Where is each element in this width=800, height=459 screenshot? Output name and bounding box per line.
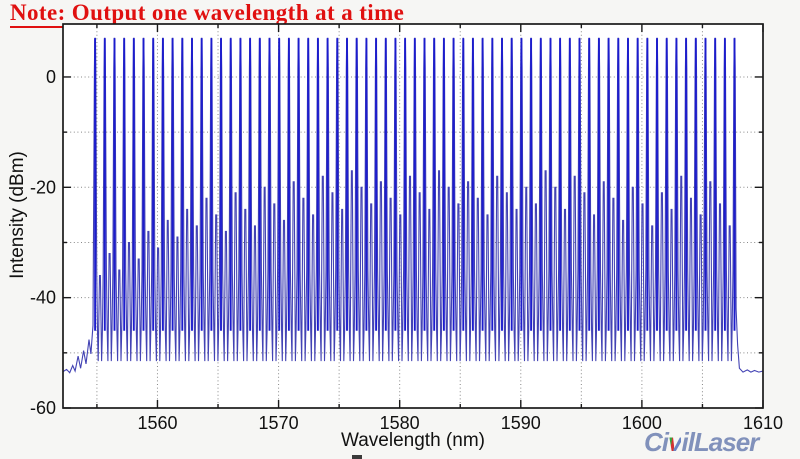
x-tick-label: 1610 xyxy=(743,413,783,433)
x-axis-label: Wavelength (nm) xyxy=(341,430,485,451)
x-tick-label: 1600 xyxy=(622,413,662,433)
logo-accent-v: v xyxy=(668,427,683,457)
y-tick-label: -20 xyxy=(30,177,56,197)
y-axis-label: Intensity (dBm) xyxy=(7,151,28,279)
logo-part-2: ilLaser xyxy=(681,427,759,457)
y-tick-label: -40 xyxy=(30,288,56,308)
caption-fragment xyxy=(352,455,362,459)
x-tick-label: 1560 xyxy=(137,413,177,433)
y-tick-label: -60 xyxy=(30,398,56,418)
y-tick-label: 0 xyxy=(46,67,56,87)
spectrum-peaks xyxy=(94,38,736,331)
axis-box xyxy=(62,23,764,409)
civillaser-logo: CivilLaser xyxy=(644,427,759,458)
x-tick-label: 1580 xyxy=(380,413,420,433)
x-tick-label: 1590 xyxy=(501,413,541,433)
logo-part-1: Ci xyxy=(644,427,669,457)
x-tick-label: 1570 xyxy=(259,413,299,433)
